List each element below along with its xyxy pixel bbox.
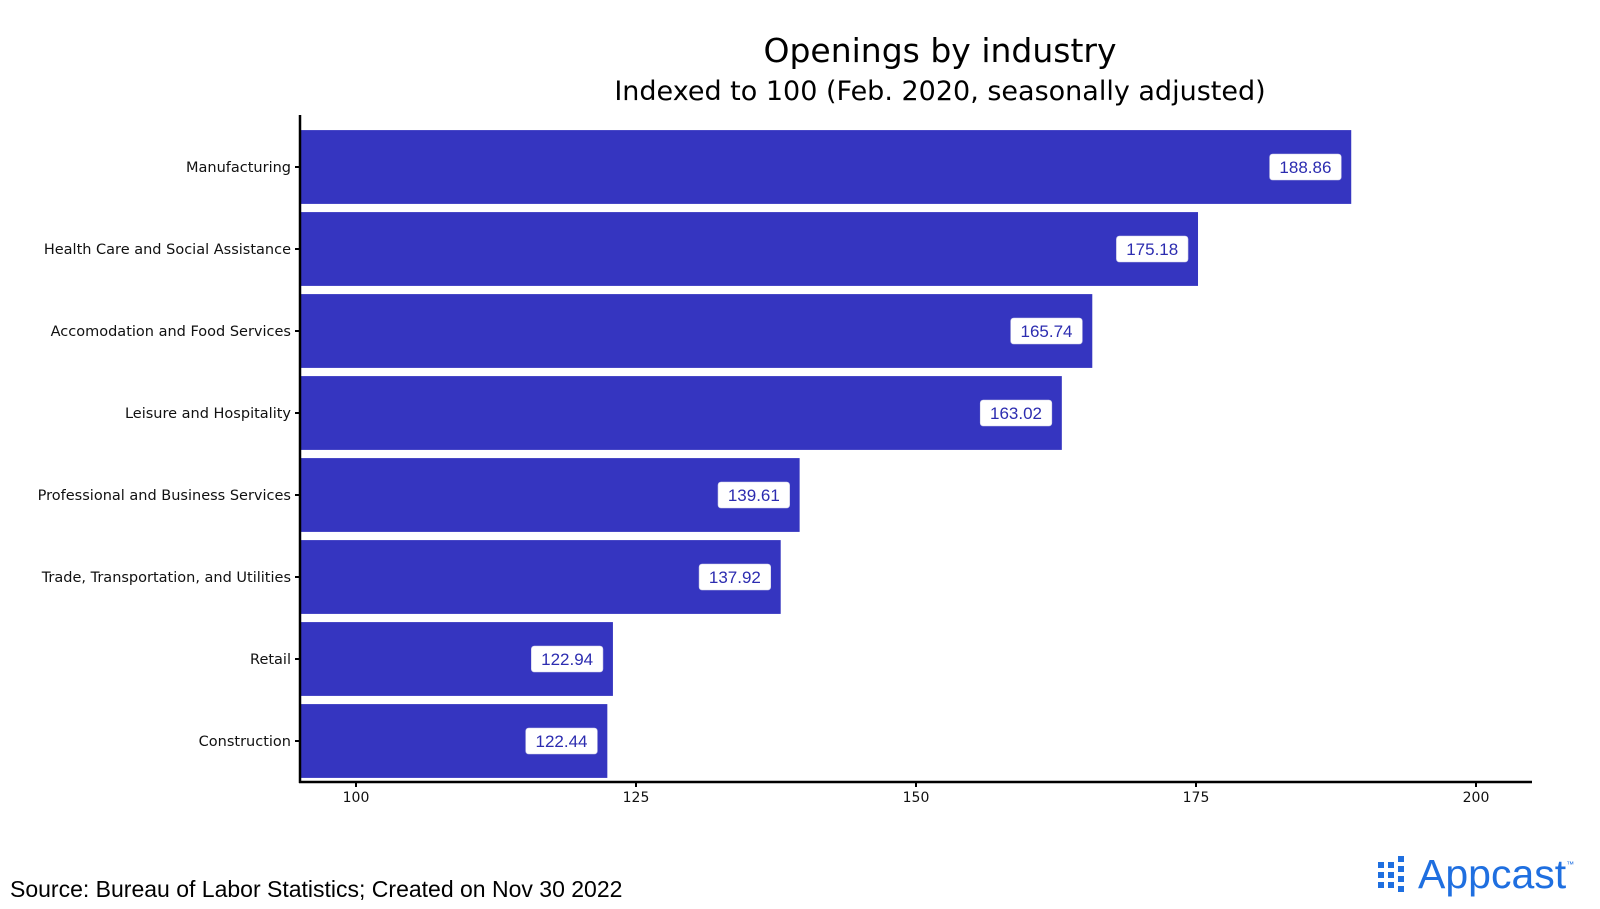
value-label: 188.86 bbox=[1279, 158, 1331, 177]
value-label-box bbox=[531, 645, 604, 673]
category-label: Accomodation and Food Services bbox=[51, 324, 291, 340]
x-tick-label: 200 bbox=[1463, 790, 1490, 806]
category-label: Retail bbox=[250, 652, 291, 668]
x-tick-label: 175 bbox=[1183, 790, 1210, 806]
value-label: 175.18 bbox=[1126, 240, 1178, 259]
axes-group: Manufacturing Health Care and Social Assi… bbox=[38, 115, 1532, 806]
category-label: Construction bbox=[199, 734, 291, 750]
appcast-logo: Appcast ™ bbox=[1378, 854, 1574, 895]
bar-1 bbox=[301, 130, 1352, 204]
value-label-box bbox=[1269, 153, 1342, 181]
x-tick-label: 150 bbox=[903, 790, 930, 806]
chart-title: Openings by industry bbox=[764, 31, 1117, 70]
value-label-box bbox=[525, 727, 598, 755]
bar-3 bbox=[301, 294, 1093, 368]
value-label: 165.74 bbox=[1020, 322, 1072, 341]
value-label-box bbox=[717, 481, 790, 509]
value-label: 163.02 bbox=[990, 404, 1042, 423]
x-tick-label: 100 bbox=[343, 790, 370, 806]
logo-tm: ™ bbox=[1566, 860, 1575, 869]
value-label: 122.94 bbox=[541, 650, 593, 669]
value-label-box bbox=[1116, 235, 1189, 263]
bar-4 bbox=[301, 376, 1062, 450]
logo-grid-icon bbox=[1378, 855, 1412, 894]
bars-group: 188.86 175.18 165.74 163.02 139.61 137.92 122.… bbox=[301, 130, 1352, 778]
x-tick-label: 125 bbox=[623, 790, 650, 806]
category-label: Trade, Transportation, and Utilities bbox=[41, 570, 291, 586]
value-label-box bbox=[698, 563, 772, 591]
category-label: Health Care and Social Assistance bbox=[44, 242, 291, 258]
category-label: Professional and Business Services bbox=[38, 488, 291, 504]
value-label-box bbox=[979, 399, 1053, 427]
logo-text: Appcast bbox=[1418, 851, 1567, 897]
bar-5 bbox=[301, 458, 800, 532]
chart-subtitle: Indexed to 100 (Feb. 2020, seasonally ad… bbox=[614, 76, 1265, 107]
category-label: Manufacturing bbox=[186, 160, 291, 176]
value-label: 122.44 bbox=[536, 732, 588, 751]
category-label: Leisure and Hospitality bbox=[125, 406, 291, 422]
value-label: 137.92 bbox=[709, 568, 761, 587]
bar-2 bbox=[301, 212, 1199, 286]
source-note: Source: Bureau of Labor Statistics; Crea… bbox=[10, 876, 623, 902]
value-label-box bbox=[1010, 317, 1083, 345]
value-label: 139.61 bbox=[728, 486, 780, 505]
